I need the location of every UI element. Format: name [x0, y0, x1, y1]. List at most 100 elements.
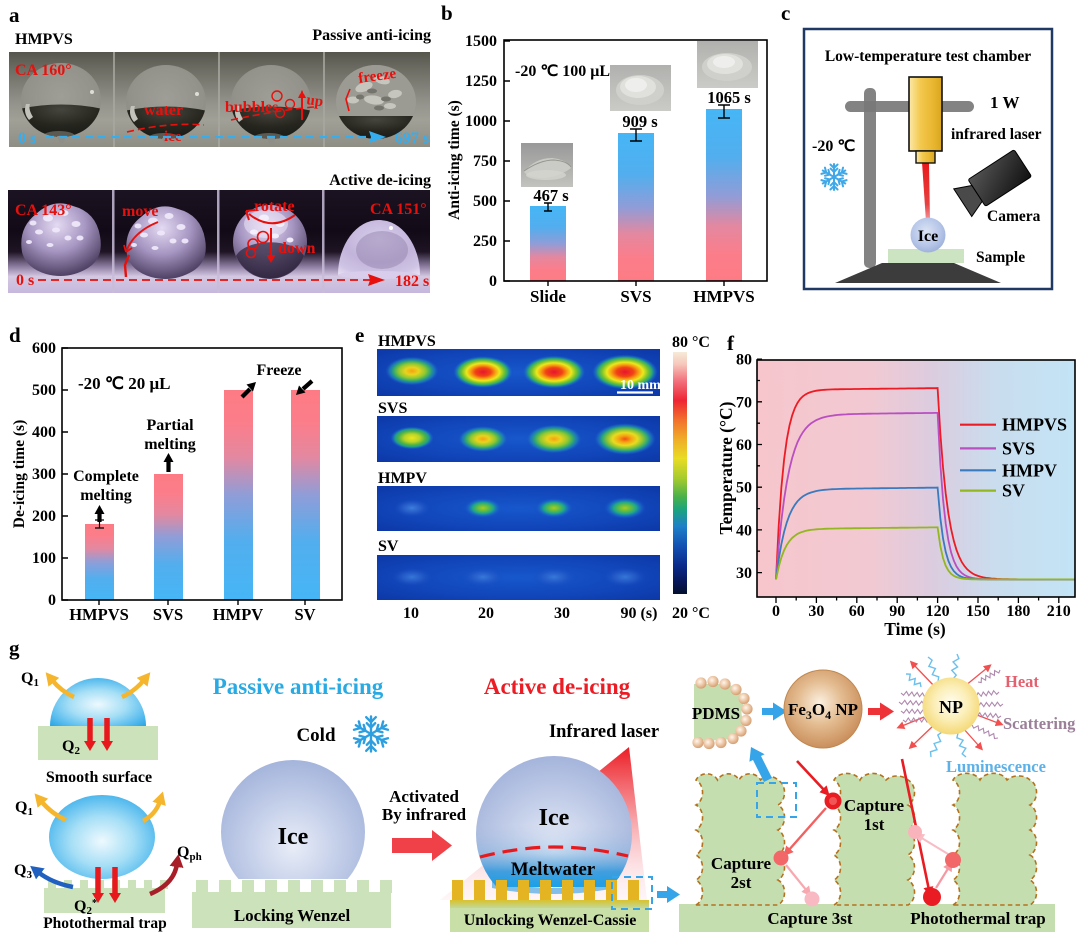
svg-text:500: 500 [32, 382, 56, 399]
svg-text:Capture: Capture [844, 796, 905, 815]
svg-text:1 W: 1 W [990, 93, 1019, 112]
svg-text:1250: 1250 [465, 73, 497, 90]
svg-text:Capture 3st: Capture 3st [767, 909, 852, 928]
svg-text:Ice: Ice [918, 228, 938, 245]
svg-text:500: 500 [473, 193, 497, 210]
svg-text:Photothermal trap: Photothermal trap [43, 915, 167, 932]
svg-text:NP: NP [939, 697, 963, 717]
svg-text:By infrared: By infrared [382, 805, 467, 824]
svg-text:0: 0 [489, 273, 497, 290]
svg-text:melting: melting [80, 487, 132, 504]
svg-text:150: 150 [966, 603, 990, 620]
svg-text:210: 210 [1047, 603, 1071, 620]
svg-text:melting: melting [144, 436, 196, 453]
svg-text:Q1: Q1 [15, 799, 33, 818]
svg-text:CA 143°: CA 143° [15, 202, 72, 219]
svg-text:up: up [305, 92, 324, 110]
svg-text:0: 0 [772, 603, 780, 620]
svg-text:HMPV: HMPV [213, 605, 263, 624]
svg-text:50: 50 [736, 480, 752, 497]
svg-text:ice: ice [164, 129, 182, 145]
svg-text:Anti-icing time (s): Anti-icing time (s) [446, 100, 463, 220]
svg-text:Q3: Q3 [14, 862, 32, 881]
svg-text:SVS: SVS [620, 287, 651, 306]
svg-text:Capture: Capture [711, 854, 772, 873]
svg-text:Luminescence: Luminescence [946, 757, 1046, 776]
svg-text:De-icing time (s): De-icing time (s) [11, 420, 28, 528]
svg-text:120: 120 [926, 603, 950, 620]
svg-text:infrared laser: infrared laser [951, 126, 1042, 143]
svg-text:SV: SV [294, 605, 315, 624]
svg-text:CA 160°: CA 160° [15, 62, 72, 79]
svg-text:Low-temperature test chamber: Low-temperature test chamber [825, 48, 1031, 65]
svg-text:bubbles: bubbles [225, 99, 278, 116]
svg-text:Ice: Ice [539, 805, 570, 831]
svg-text:SVS: SVS [1002, 438, 1035, 458]
svg-text:Partial: Partial [146, 417, 194, 434]
svg-text:909 s: 909 s [622, 112, 658, 131]
svg-text:20: 20 [478, 605, 494, 622]
svg-text:HMPV: HMPV [378, 470, 427, 487]
svg-text:0 s: 0 s [16, 272, 34, 289]
svg-text:Heat: Heat [1005, 672, 1039, 691]
svg-text:down: down [278, 240, 315, 257]
svg-text:10: 10 [403, 605, 419, 622]
svg-text:467 s: 467 s [533, 186, 569, 205]
svg-text:2st: 2st [731, 873, 752, 892]
svg-text:180: 180 [1006, 603, 1030, 620]
svg-text:Smooth surface: Smooth surface [46, 769, 152, 786]
svg-text:-20 ℃ 100 μL: -20 ℃ 100 μL [515, 63, 610, 80]
svg-text:SV: SV [1002, 481, 1025, 501]
svg-text:HMPVS: HMPVS [378, 333, 436, 350]
svg-text:Time (s): Time (s) [884, 619, 946, 639]
svg-text:-20 ℃: -20 ℃ [812, 138, 855, 155]
svg-text:PDMS: PDMS [692, 704, 740, 723]
svg-text:250: 250 [473, 233, 497, 250]
svg-text:1st: 1st [864, 815, 885, 834]
svg-text:Temperature (°C): Temperature (°C) [716, 401, 736, 534]
svg-text:Passive anti-icing: Passive anti-icing [213, 674, 384, 699]
svg-text:HMPVS: HMPVS [69, 605, 129, 624]
svg-text:rotate: rotate [254, 198, 295, 215]
svg-text:80: 80 [736, 352, 752, 369]
svg-text:Q2*: Q2* [74, 898, 97, 917]
svg-text:Photothermal trap: Photothermal trap [910, 909, 1046, 928]
svg-text:0: 0 [48, 592, 56, 609]
svg-text:Qph: Qph [177, 844, 202, 863]
svg-text:Locking Wenzel: Locking Wenzel [234, 906, 351, 925]
svg-text:Infrared laser: Infrared laser [549, 722, 659, 742]
svg-text:30: 30 [554, 605, 570, 622]
svg-text:1000: 1000 [465, 113, 497, 130]
svg-text:40: 40 [736, 522, 752, 539]
svg-text:Active de-icing: Active de-icing [484, 674, 631, 699]
svg-text:60: 60 [736, 437, 752, 454]
svg-text:Unlocking Wenzel-Cassie: Unlocking Wenzel-Cassie [464, 912, 637, 929]
svg-text:90: 90 [889, 603, 905, 620]
svg-text:water: water [144, 102, 183, 119]
svg-text:CA 151°: CA 151° [370, 201, 427, 218]
svg-text:Sample: Sample [976, 249, 1025, 266]
svg-text:400: 400 [32, 424, 56, 441]
svg-text:10 mm: 10 mm [620, 378, 661, 393]
svg-text:freeze: freeze [357, 66, 397, 87]
svg-text:Cold: Cold [296, 725, 336, 746]
svg-text:200: 200 [32, 508, 56, 525]
svg-text:300: 300 [32, 466, 56, 483]
svg-text:0 s: 0 s [18, 130, 36, 147]
svg-text:20 °C: 20 °C [672, 605, 710, 622]
svg-text:Activated: Activated [389, 787, 459, 806]
svg-text:30: 30 [808, 603, 824, 620]
svg-text:Freeze: Freeze [257, 362, 302, 379]
svg-text:30: 30 [736, 565, 752, 582]
svg-text:HMPVS: HMPVS [693, 287, 754, 306]
svg-text:750: 750 [473, 153, 497, 170]
svg-text:SVS: SVS [378, 400, 407, 417]
svg-text:1065 s: 1065 s [707, 88, 751, 107]
svg-text:HMPVS: HMPVS [1002, 415, 1067, 435]
svg-text:Fe3O4 NP: Fe3O4 NP [788, 700, 858, 722]
svg-text:HMPV: HMPV [1002, 460, 1057, 480]
svg-text:60: 60 [849, 603, 865, 620]
svg-text:182 s: 182 s [395, 273, 429, 290]
svg-text:move: move [122, 203, 158, 220]
svg-text:697 s: 697 s [395, 130, 429, 147]
